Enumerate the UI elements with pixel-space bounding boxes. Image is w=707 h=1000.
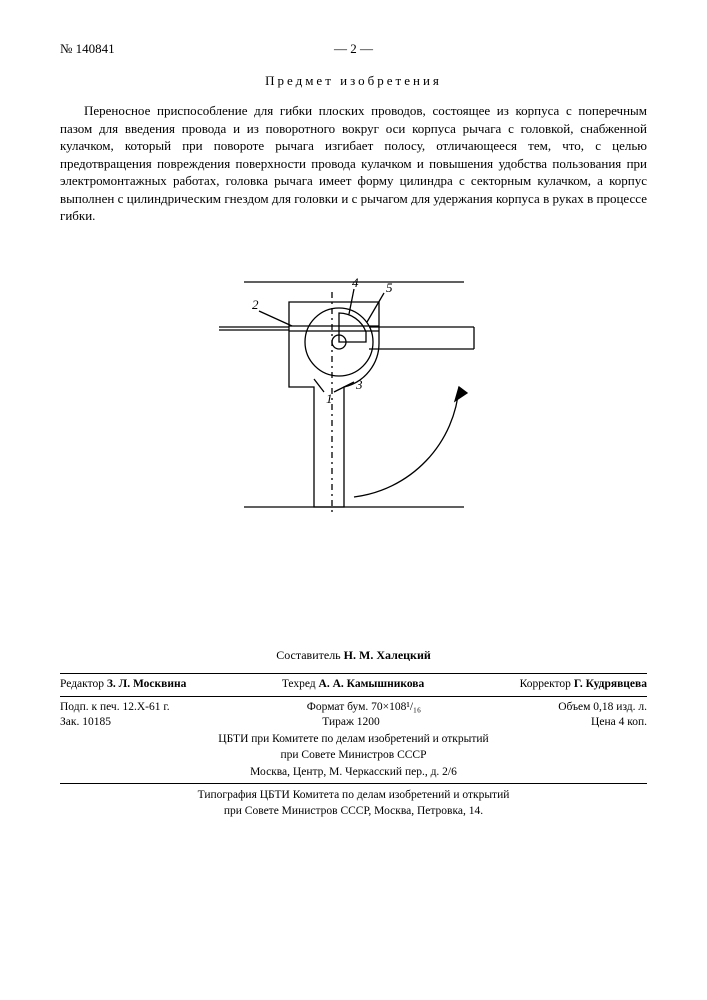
print-volume: Объем 0,18 изд. л. bbox=[558, 700, 647, 716]
fig-label-2: 2 bbox=[252, 297, 259, 312]
fig-label-3: 3 bbox=[355, 377, 363, 392]
fig-label-4: 4 bbox=[352, 275, 359, 290]
print-row-1: Подп. к печ. 12.X-61 г. Формат бум. 70×1… bbox=[60, 700, 647, 716]
org-line-3: Москва, Центр, М. Черкасский пер., д. 2/… bbox=[60, 765, 647, 781]
techred-name: А. А. Камышникова bbox=[319, 678, 425, 690]
footer-line-1: Типография ЦБТИ Комитета по делам изобре… bbox=[60, 788, 647, 804]
compiler-prefix: Составитель bbox=[276, 648, 340, 662]
print-date: Подп. к печ. 12.X-61 г. bbox=[60, 700, 170, 716]
print-order: Зак. 10185 bbox=[60, 715, 111, 731]
print-row-2: Зак. 10185 Тираж 1200 Цена 4 коп. bbox=[60, 715, 647, 731]
footer-line-2: при Совете Министров СССР, Москва, Петро… bbox=[60, 804, 647, 820]
techred: Техред А. А. Камышникова bbox=[282, 677, 424, 693]
doc-number: № 140841 bbox=[60, 40, 115, 58]
editor-name: З. Л. Москвина bbox=[107, 678, 187, 690]
editor-label: Редактор bbox=[60, 678, 104, 690]
footer-block: Типография ЦБТИ Комитета по делам изобре… bbox=[60, 788, 647, 819]
org-block: ЦБТИ при Комитете по делам изобретений и… bbox=[60, 732, 647, 781]
compiler-name: Н. М. Халецкий bbox=[344, 648, 431, 662]
subject-title: Предмет изобретения bbox=[60, 72, 647, 90]
rule-2 bbox=[60, 696, 647, 697]
editor: Редактор З. Л. Москвина bbox=[60, 677, 186, 693]
corrector: Корректор Г. Кудрявцева bbox=[520, 677, 647, 693]
rule-3 bbox=[60, 783, 647, 784]
fig-label-1: 1 bbox=[326, 391, 333, 406]
print-tirage: Тираж 1200 bbox=[322, 715, 380, 731]
compiler-line: Составитель Н. М. Халецкий bbox=[60, 647, 647, 663]
print-format: Формат бум. 70×108¹/₁₆ bbox=[307, 700, 421, 716]
page-marker: — 2 — bbox=[334, 40, 373, 58]
org-line-2: при Совете Министров СССР bbox=[60, 748, 647, 764]
claim-text: Переносное приспособление для гибки плос… bbox=[60, 102, 647, 225]
org-line-1: ЦБТИ при Комитете по делам изобретений и… bbox=[60, 732, 647, 748]
corrector-name: Г. Кудрявцева bbox=[574, 678, 647, 690]
page: № 140841 — 2 — № 140841 Предмет изобрете… bbox=[0, 0, 707, 1000]
fig-label-5: 5 bbox=[386, 280, 393, 295]
bending-device-diagram: 2 4 5 3 1 bbox=[204, 267, 504, 537]
corrector-label: Корректор bbox=[520, 678, 571, 690]
rule-1 bbox=[60, 673, 647, 674]
print-price: Цена 4 коп. bbox=[591, 715, 647, 731]
header-row: № 140841 — 2 — № 140841 bbox=[60, 40, 647, 58]
techred-label: Техред bbox=[282, 678, 316, 690]
figure-wrap: 2 4 5 3 1 bbox=[60, 267, 647, 537]
credits-row: Редактор З. Л. Москвина Техред А. А. Кам… bbox=[60, 677, 647, 693]
